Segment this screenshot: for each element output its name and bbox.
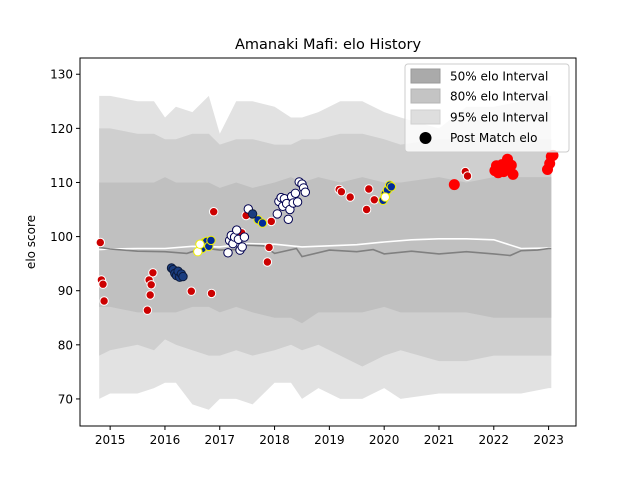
- legend-label-post-match: Post Match elo: [450, 131, 537, 145]
- legend-swatch-80: [410, 88, 441, 104]
- data-point-red-plain: [507, 168, 519, 180]
- x-tick-label: 2016: [150, 433, 181, 447]
- data-point-white-yellow-edge: [195, 239, 205, 249]
- x-tick-label: 2018: [259, 433, 290, 447]
- chart-title: Amanaki Mafi: elo History: [235, 37, 421, 53]
- data-point-white-navy-edge: [292, 197, 303, 207]
- data-point-white-navy-edge: [290, 188, 301, 199]
- data-point-navy-yellow-edge: [386, 182, 396, 192]
- legend-swatch-50: [410, 68, 441, 84]
- plot-area: [95, 95, 559, 410]
- x-tick-label: 2020: [369, 433, 400, 447]
- data-point-red-white-edge: [98, 279, 108, 289]
- data-point-navy-dark-edge: [247, 209, 258, 219]
- y-tick-label: 110: [50, 176, 73, 190]
- legend: 50% elo Interval 80% elo Interval 95% el…: [404, 63, 570, 153]
- data-point-red-white-edge: [142, 305, 153, 315]
- data-point-red-white-edge: [361, 204, 372, 215]
- data-point-navy-yellow-edge: [206, 235, 216, 246]
- y-tick-label: 120: [50, 122, 73, 136]
- data-point-white-yellow-edge: [380, 192, 390, 202]
- data-point-red-white-edge: [364, 184, 374, 194]
- x-axis: 2015 2016 2017 2018 2019 2020 2021 2022 2023: [95, 426, 564, 447]
- data-point-white-navy-edge: [300, 187, 310, 197]
- data-point-white-navy-edge: [232, 225, 242, 235]
- y-tick-label: 90: [58, 284, 73, 298]
- median-elo-line: [99, 244, 552, 258]
- data-point-red-white-edge: [206, 288, 217, 299]
- data-point-red-plain: [505, 159, 517, 171]
- data-point-white-navy-edge: [223, 248, 233, 258]
- data-point-red-white-edge: [262, 257, 273, 267]
- legend-marker-post-match: [419, 132, 432, 144]
- x-tick-label: 2017: [204, 433, 235, 447]
- data-point-red-white-edge: [336, 187, 347, 197]
- data-point-red-white-edge: [266, 216, 276, 227]
- data-point-red-white-edge: [145, 290, 155, 300]
- data-point-red-white-edge: [148, 268, 158, 278]
- mean-elo-line: [99, 238, 552, 251]
- data-point-navy-dark-edge: [178, 271, 188, 282]
- y-tick-label: 130: [50, 68, 73, 82]
- data-point-red-white-edge: [99, 296, 109, 306]
- x-tick-label: 2022: [479, 433, 510, 447]
- data-point-red-white-edge: [186, 286, 197, 296]
- x-tick-label: 2019: [314, 433, 345, 447]
- y-tick-label: 80: [58, 338, 73, 352]
- y-tick-label: 70: [58, 392, 73, 406]
- data-point-white-navy-edge: [237, 242, 247, 252]
- data-point-white-navy-edge: [283, 214, 293, 225]
- legend-label-50: 50% elo Interval: [450, 70, 548, 84]
- data-point-white-navy-edge: [272, 209, 282, 219]
- data-point-red-white-edge: [345, 192, 355, 202]
- data-point-red-white-edge: [209, 207, 219, 217]
- legend-label-95: 95% elo Interval: [450, 111, 548, 125]
- legend-swatch-95: [410, 109, 441, 125]
- plot-content: [95, 95, 559, 410]
- y-tick-label: 100: [50, 230, 73, 244]
- data-point-red-plain: [448, 179, 460, 191]
- x-tick-label: 2015: [95, 433, 126, 447]
- data-point-red-white-edge: [462, 171, 473, 181]
- x-tick-label: 2023: [533, 433, 564, 447]
- y-axis: 70 80 90 100 110 120 130: [50, 68, 80, 406]
- legend-label-80: 80% elo Interval: [450, 90, 548, 104]
- y-axis-label: elo score: [24, 215, 38, 269]
- data-point-red-white-edge: [95, 237, 106, 248]
- band-50: [99, 177, 552, 324]
- plot-frame: [79, 57, 577, 427]
- data-point-red-white-edge: [369, 195, 379, 205]
- x-tick-label: 2021: [424, 433, 455, 447]
- data-point-red-white-edge: [146, 280, 156, 290]
- data-point-red-white-edge: [264, 242, 274, 253]
- legend-box: [404, 63, 570, 153]
- data-point-navy-yellow-edge: [257, 218, 268, 228]
- data-point-white-navy-edge: [239, 232, 250, 242]
